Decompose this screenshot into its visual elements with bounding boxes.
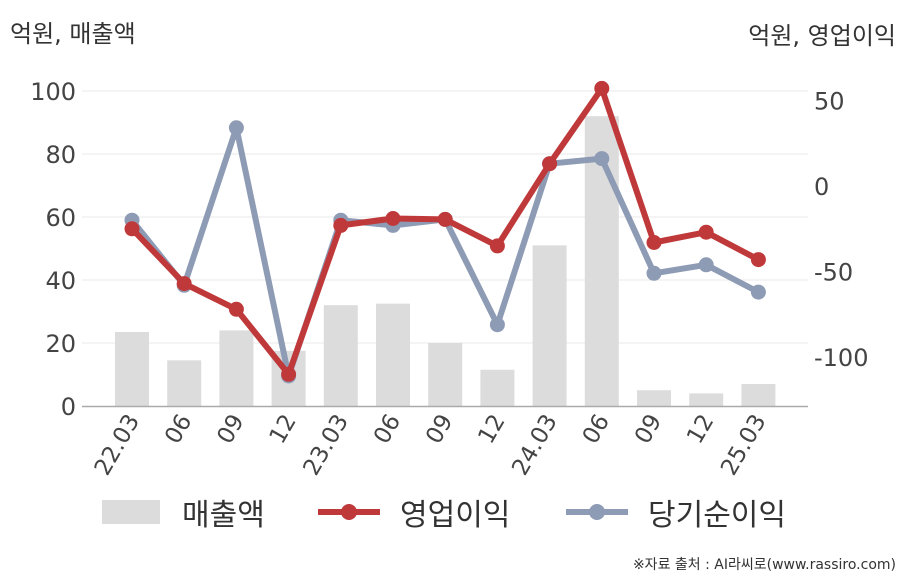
legend-item-net-income: 당기순이익 [566, 492, 786, 533]
source-note: ※자료 출처 : AI라씨로(www.rassiro.com) [632, 557, 896, 573]
x-tick-label: 06 [160, 410, 197, 448]
point-operating-profit [228, 301, 244, 317]
x-tick-label: 06 [369, 410, 406, 448]
right-tick-label: -100 [814, 344, 868, 372]
point-operating-profit [437, 211, 453, 227]
bar-revenue [428, 343, 463, 406]
bar-revenue [115, 331, 149, 406]
x-tick-label: 23.03 [299, 410, 354, 480]
bar-revenue [741, 383, 776, 406]
right-tick-label: 50 [814, 87, 845, 115]
point-net-income [698, 257, 714, 273]
left-tick-label: 100 [30, 78, 76, 106]
x-tick-label: 09 [212, 410, 249, 448]
x-tick-label: 12 [682, 410, 719, 448]
point-net-income [750, 284, 766, 300]
legend-label-operating-profit: 영업이익 [400, 498, 511, 533]
left-tick-label: 80 [45, 141, 76, 169]
bar-revenue [689, 393, 724, 406]
point-operating-profit [594, 80, 610, 96]
x-tick-label: 25.03 [716, 410, 771, 480]
x-tick-label: 09 [421, 410, 458, 448]
point-operating-profit [333, 217, 349, 233]
x-tick-label: 06 [578, 410, 615, 448]
legend-swatch-operating-profit [318, 500, 380, 524]
left-tick-label: 20 [45, 330, 76, 358]
x-tick-label: 12 [473, 410, 510, 448]
point-operating-profit [124, 221, 140, 237]
point-operating-profit [542, 156, 558, 172]
bar-revenue [167, 360, 202, 406]
left-tick-label: 40 [45, 267, 76, 295]
point-net-income [228, 120, 244, 136]
point-operating-profit [489, 238, 505, 254]
right-tick-label: 0 [814, 173, 829, 201]
bar-revenue [219, 330, 254, 406]
bar-revenue [323, 305, 358, 406]
left-tick-label: 0 [61, 393, 76, 421]
legend-swatch-net-income [566, 500, 628, 524]
legend-item-operating-profit: 영업이익 [318, 492, 511, 533]
point-operating-profit [646, 235, 662, 250]
left-tick-label: 60 [45, 204, 76, 232]
bar-revenue [480, 369, 515, 406]
point-net-income [594, 151, 610, 167]
left-axis-unit-label: 억원, 매출액 [10, 20, 136, 48]
point-operating-profit [281, 366, 297, 382]
point-operating-profit [750, 252, 766, 268]
right-tick-label: -50 [814, 259, 853, 287]
legend-label-net-income: 당기순이익 [648, 498, 786, 533]
right-axis-unit-label: 억원, 영업이익 [748, 22, 896, 50]
legend-swatch-revenue [102, 500, 160, 524]
x-tick-label: 12 [265, 410, 302, 448]
bar-revenue [532, 245, 567, 406]
point-net-income [646, 265, 662, 281]
legend-label-revenue: 매출액 [182, 498, 265, 533]
x-tick-label: 09 [630, 410, 667, 448]
bar-revenue [376, 303, 410, 406]
bar-revenue [637, 390, 671, 406]
point-operating-profit [385, 211, 401, 226]
point-operating-profit [176, 276, 192, 292]
legend-item-revenue: 매출액 [102, 492, 265, 533]
x-tick-label: 24.03 [507, 410, 562, 480]
x-tick-label: 22.03 [90, 410, 145, 480]
point-operating-profit [698, 224, 714, 240]
point-net-income [489, 317, 505, 333]
